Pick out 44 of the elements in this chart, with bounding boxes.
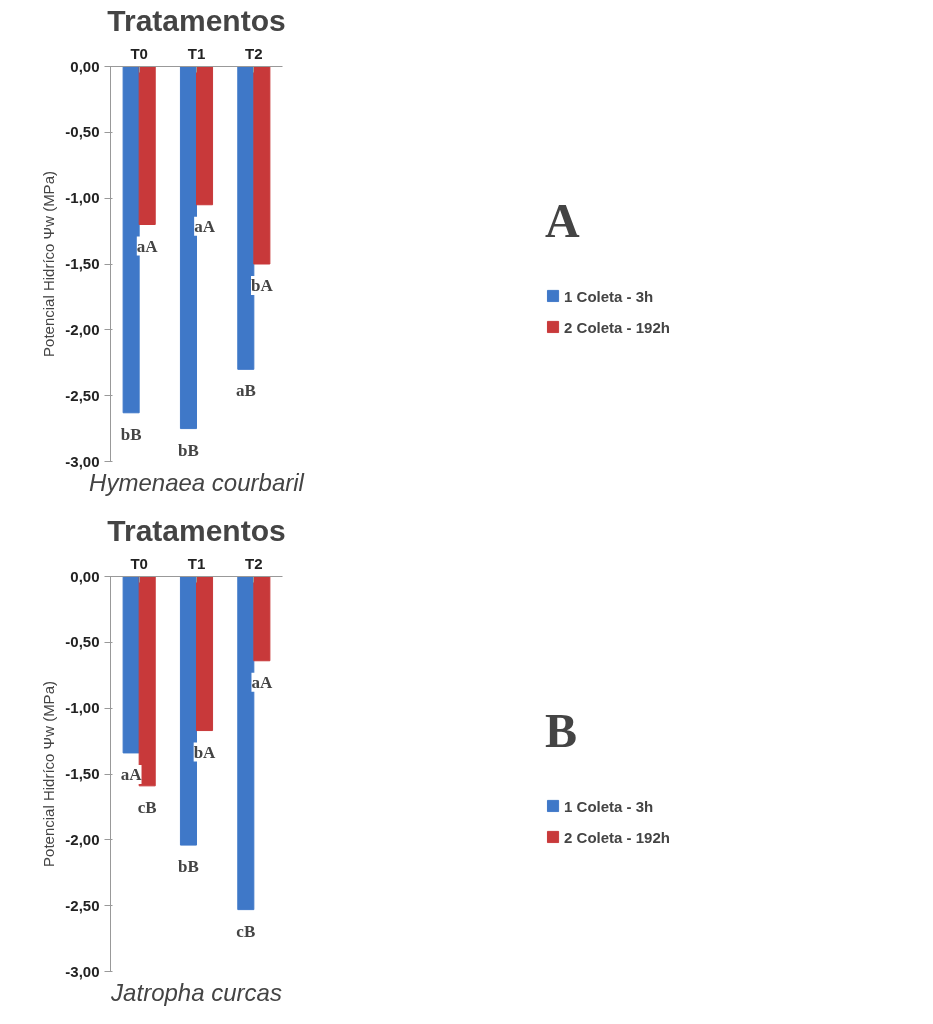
chart-title: Tratamentos xyxy=(107,513,286,547)
x-tick-label: T1 xyxy=(187,554,206,572)
y-tick-label: -2,00 xyxy=(65,320,100,338)
x-tick-label: T0 xyxy=(130,554,148,572)
y-tick-label: -3,00 xyxy=(65,452,100,470)
text: B xyxy=(545,702,579,757)
legend-label: 2 Coleta - 192h xyxy=(564,318,670,335)
annotation: cB xyxy=(137,797,157,817)
y-tick-label: -0,50 xyxy=(65,633,100,651)
annotation: aA xyxy=(136,236,159,256)
annotation: aA xyxy=(251,672,273,692)
legend-label: 1 Coleta - 3h xyxy=(564,287,654,304)
annotation: cB xyxy=(236,921,256,941)
text: A xyxy=(545,192,581,247)
y-tick-label: -1,00 xyxy=(65,189,100,207)
legend-label: 1 Coleta - 3h xyxy=(564,797,654,814)
y-tick-label: -2,50 xyxy=(65,896,100,914)
y-tick-label: -2,00 xyxy=(65,830,100,848)
y-tick-label: -1,50 xyxy=(65,765,100,782)
y-tick-label: -2,50 xyxy=(65,386,100,404)
y-tick-label: -1,50 xyxy=(65,255,100,272)
x-tick-label: T2 xyxy=(245,44,263,62)
y-axis-title: Potencial Hidríco Ψw (MPa) xyxy=(40,681,58,867)
x-axis-title: Hymenaea courbaril xyxy=(89,468,305,496)
y-tick-label: -0,50 xyxy=(65,123,100,141)
x-tick-label: T1 xyxy=(187,44,206,62)
annotation: aA xyxy=(120,764,143,784)
annotation: bB xyxy=(178,857,199,877)
x-tick-label: T2 xyxy=(245,554,263,572)
chart-title: Tratamentos xyxy=(107,3,286,37)
x-axis-title: Jatropha curcas xyxy=(110,978,282,1006)
y-tick-label: -1,00 xyxy=(65,699,100,717)
annotation: bB xyxy=(120,424,142,444)
y-tick-label: 0,00 xyxy=(70,57,100,75)
y-axis-title: Potencial Hidríco Ψw (MPa) xyxy=(40,171,58,357)
y-tick-label: 0,00 xyxy=(70,567,100,585)
annotation: aB xyxy=(235,381,256,401)
legend-label: 2 Coleta - 192h xyxy=(564,828,670,845)
annotation: bA xyxy=(250,276,274,295)
annotation: bA xyxy=(193,742,217,762)
y-tick-label: -3,00 xyxy=(65,962,100,980)
annotation: bB xyxy=(178,440,199,460)
x-tick-label: T0 xyxy=(130,44,148,62)
annotation: aA xyxy=(194,216,216,236)
